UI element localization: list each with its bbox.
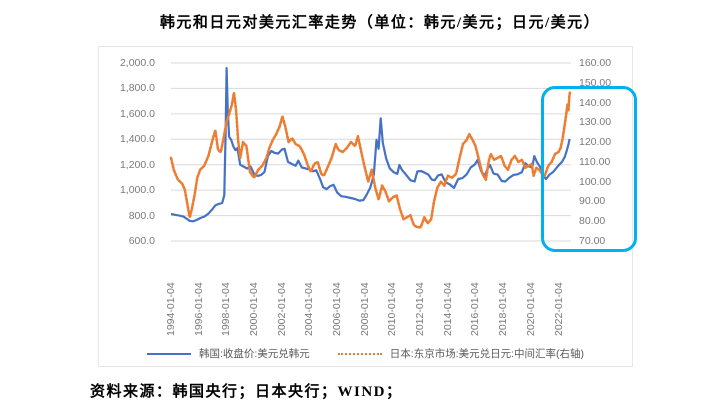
- legend-label-japan: 日本:东京市场:美元兑日元:中间汇率(右轴): [389, 348, 585, 360]
- right-axis-tick: 150.00: [579, 76, 612, 89]
- legend: 韩国:收盘价:美元兑韩元 日本:东京市场:美元兑日元:中间汇率(右轴): [99, 346, 632, 361]
- exchange-rate-chart: 2,000.0 1,800.0 1,600.0 1,400.0 1,200.0 1,000…: [98, 46, 637, 367]
- x-axis-label: 2006-01-04: [331, 282, 344, 336]
- right-axis-tick: 70.00: [579, 235, 606, 247]
- right-axis-tick: 80.00: [579, 215, 606, 228]
- right-axis-tick: 130.00: [579, 116, 612, 129]
- x-axis-label: 1998-01-04: [220, 282, 233, 336]
- legend-line-japan-icon: [337, 352, 382, 355]
- left-axis-tick: 1,200.0: [119, 158, 155, 171]
- x-axis-label: 2010-01-04: [386, 282, 399, 336]
- japan-jpy-line: [169, 91, 572, 229]
- left-axis-tick: 1,800.0: [119, 82, 155, 95]
- legend-line-korea-icon: [146, 352, 191, 355]
- x-axis-label: 2012-01-04: [414, 282, 427, 336]
- right-axis-tick: 140.00: [579, 96, 612, 109]
- right-axis-tick: 160.00: [579, 57, 612, 69]
- right-axis-tick: 90.00: [579, 195, 606, 208]
- legend-label-korea: 韩国:收盘价:美元兑韩元: [198, 348, 310, 360]
- korea-krw-line: [170, 66, 571, 223]
- x-axis-label: 1994-01-04: [165, 282, 177, 336]
- x-axis-label: 1996-01-04: [192, 282, 205, 336]
- x-axis-label: 2000-01-04: [248, 282, 261, 336]
- right-axis-tick: 100.00: [579, 175, 612, 188]
- left-axis-tick: 2,000.0: [119, 57, 155, 69]
- x-axis-label: 2016-01-04: [469, 282, 482, 336]
- x-axis-label: 2008-01-04: [358, 282, 371, 336]
- right-axis-tick: 120.00: [579, 136, 612, 149]
- left-axis-tick: 1,400.0: [119, 133, 155, 146]
- x-axis-label: 2018-01-04: [497, 282, 510, 336]
- x-axis-label: 2002-01-04: [275, 282, 288, 336]
- x-axis-label: 2014-01-04: [441, 282, 454, 336]
- left-axis-tick: 800.0: [128, 209, 155, 222]
- right-axis-tick: 110.00: [579, 155, 611, 168]
- plot-area: [169, 62, 572, 242]
- x-axis-label: 2020-01-04: [524, 282, 537, 336]
- source-note: 资料来源：韩国央行；日本央行；WIND；: [90, 384, 403, 400]
- left-axis-tick: 1,600.0: [119, 107, 155, 120]
- x-axis-label: 2004-01-04: [303, 282, 316, 336]
- x-axis-label: 2022-01-04: [552, 282, 565, 336]
- chart-title: 韩元和日元对美元汇率走势（单位：韩元/美元；日元/美元）: [159, 15, 601, 31]
- left-axis-tick: 600.0: [128, 235, 155, 247]
- left-axis-tick: 1,000.0: [119, 184, 155, 197]
